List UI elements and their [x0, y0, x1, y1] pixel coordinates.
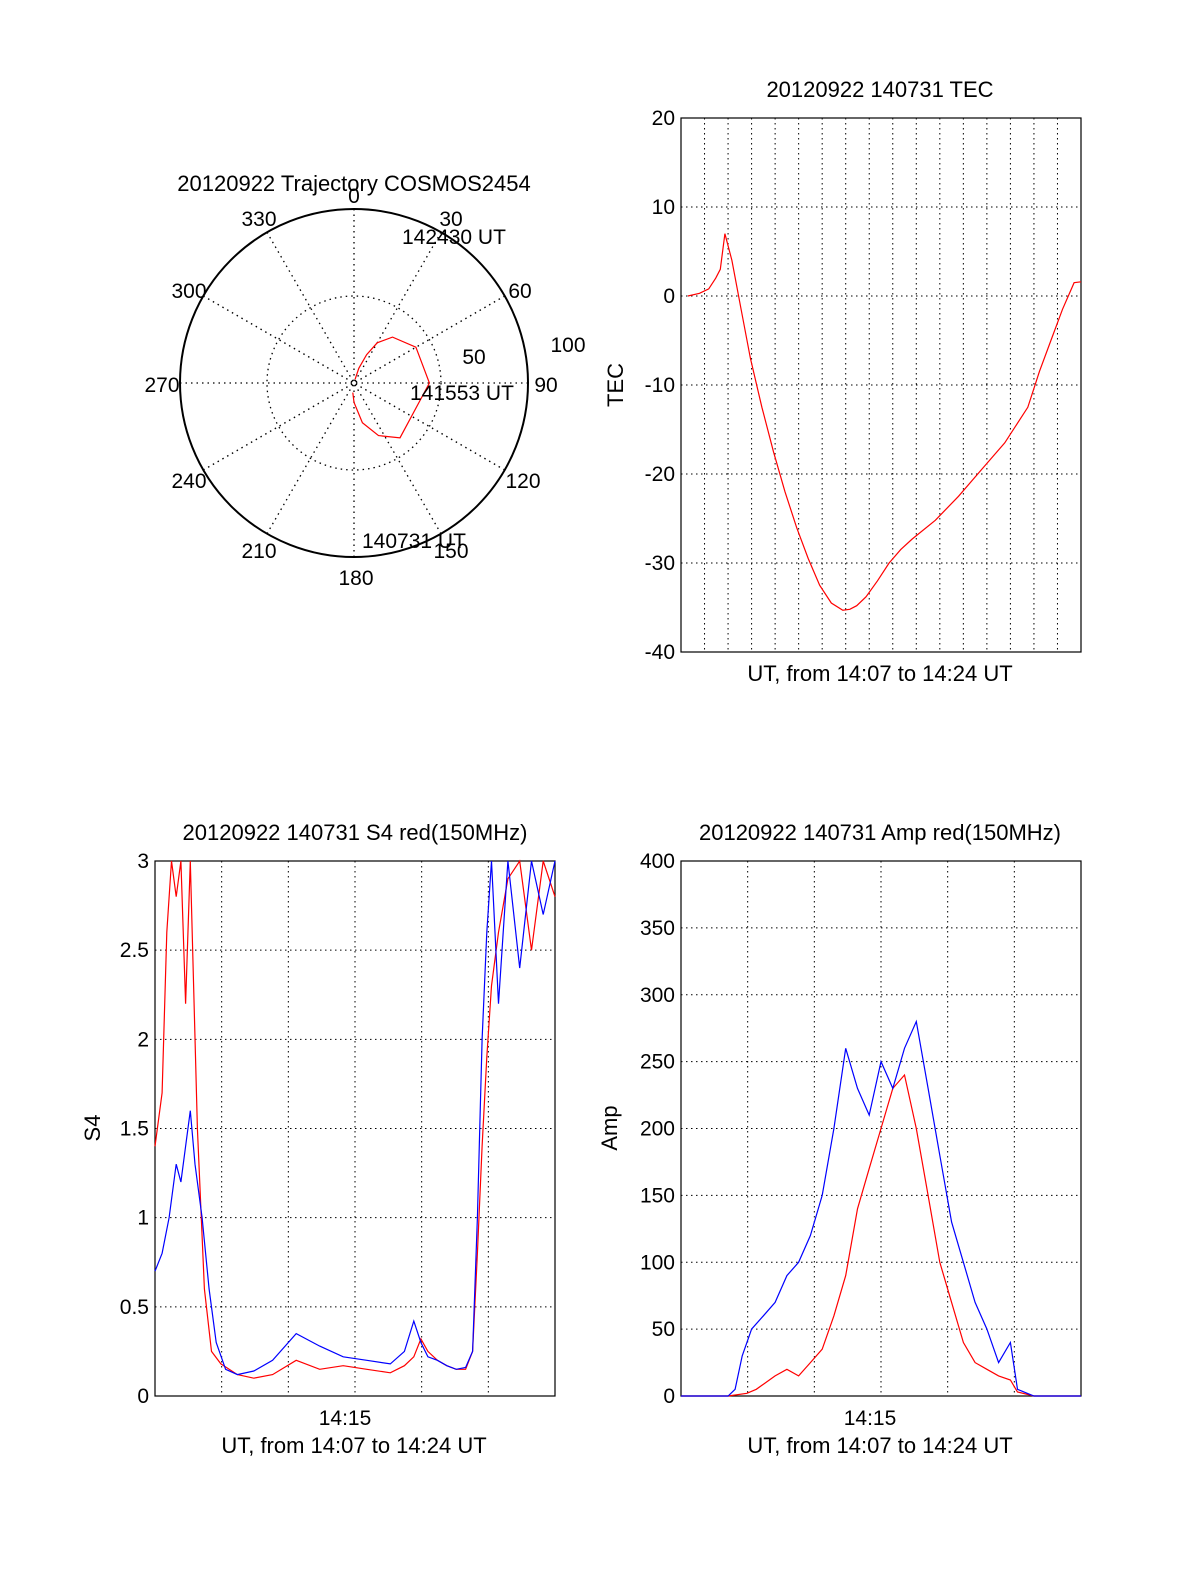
y-tick-label: 1: [137, 1207, 149, 1230]
polar-angle-label: 150: [433, 540, 468, 563]
s4-y-tick-labels: 3 2.5 2 1.5 1 0.5 0: [120, 850, 149, 1408]
y-tick-label: 350: [640, 917, 675, 940]
s4-y-axis-label: S4: [80, 1115, 105, 1142]
amp-y-axis-label: Amp: [597, 1105, 622, 1150]
y-tick-label: 2: [137, 1028, 149, 1051]
polar-outer-circle: [179, 208, 529, 558]
amp-panel: 20120922 140731 Amp red(150MHz) 400 350 30…: [597, 820, 1082, 1458]
y-tick-label: 150: [640, 1184, 675, 1207]
y-tick-label: 0: [663, 285, 675, 308]
polar-grid-circle: [266, 295, 442, 471]
y-tick-label: 300: [640, 984, 675, 1007]
tec-plot-frame: [680, 117, 1082, 653]
y-tick-label: 200: [640, 1118, 675, 1141]
y-tick-label: 0: [663, 1385, 675, 1408]
polar-angle-label: 30: [439, 208, 462, 231]
polar-grid: [180, 209, 528, 557]
tec-title: 20120922 140731 TEC: [766, 77, 993, 102]
y-tick-label: 1.5: [120, 1118, 149, 1141]
y-tick-label: 50: [652, 1318, 675, 1341]
amp-plot-frame: [680, 860, 1082, 1397]
y-tick-label: -20: [645, 463, 675, 486]
polar-angle-label: 240: [171, 470, 206, 493]
y-tick-label: 100: [640, 1251, 675, 1274]
amp-blue-series-line: [681, 1019, 1081, 1397]
y-tick-label: -40: [645, 641, 675, 664]
polar-angle-label: 0: [348, 185, 360, 208]
y-tick-label: 20: [652, 107, 675, 130]
y-tick-label: 0.5: [120, 1296, 149, 1319]
y-tick-label: 400: [640, 850, 675, 873]
s4-red-series-line: [154, 859, 556, 1379]
polar-angle-label: 90: [534, 374, 557, 397]
s4-plot-frame: [154, 860, 556, 1397]
trajectory-line: [352, 336, 431, 439]
trajectory-end-time-label: 142430 UT: [402, 226, 506, 249]
trajectory-start-time-label: 140731 UT: [362, 530, 466, 553]
s4-blue-series-line: [154, 860, 556, 1376]
y-tick-label: -10: [645, 374, 675, 397]
y-tick-label: 0: [137, 1385, 149, 1408]
trajectory-title: 20120922 Trajectory COSMOS2454: [177, 171, 530, 196]
polar-angle-label: 180: [338, 567, 373, 590]
y-tick-label: 250: [640, 1051, 675, 1074]
polar-radius-label-50: 50: [462, 346, 485, 369]
y-tick-label: 10: [652, 196, 675, 219]
s4-grid: [155, 861, 555, 1396]
amp-y-tick-labels: 400 350 300 250 200 150 100 50 0: [640, 850, 675, 1408]
amp-x-axis-label: UT, from 14:07 to 14:24 UT: [747, 1433, 1012, 1458]
y-tick-label: 2.5: [120, 939, 149, 962]
polar-radius-label-100: 100: [550, 334, 585, 357]
amp-x-tick-label: 14:15: [844, 1407, 897, 1430]
s4-x-axis-label: UT, from 14:07 to 14:24 UT: [221, 1433, 486, 1458]
polar-angle-labels: 0 30 60 90 120 150 180 210 240 270 300 330: [144, 185, 557, 590]
polar-angle-label: 210: [241, 540, 276, 563]
y-tick-label: -30: [645, 552, 675, 575]
polar-angle-label: 270: [144, 374, 179, 397]
tec-y-tick-labels: 20 10 0 -10 -20 -30 -40: [645, 107, 675, 664]
y-tick-label: 3: [137, 850, 149, 873]
amp-title: 20120922 140731 Amp red(150MHz): [699, 820, 1061, 845]
polar-angle-label: 330: [241, 208, 276, 231]
tec-panel: 20120922 140731 TEC 20 10 0 -10 -20 -30 -40 TE…: [603, 77, 1082, 686]
s4-x-tick-label: 14:15: [319, 1407, 372, 1430]
trajectory-mid-time-label: 141553 UT: [410, 382, 514, 405]
trajectory-panel: 20120922 Trajectory COSMOS2454 0 30 60 90 12…: [144, 171, 585, 590]
polar-angle-label: 60: [508, 280, 531, 303]
tec-y-axis-label: TEC: [603, 363, 628, 407]
tec-series-line: [687, 233, 1082, 611]
s4-title: 20120922 140731 S4 red(150MHz): [183, 820, 528, 845]
amp-red-series-line: [681, 1073, 1081, 1397]
polar-angle-label: 300: [171, 280, 206, 303]
tec-grid: [681, 118, 1081, 652]
s4-panel: 20120922 140731 S4 red(150MHz) 3 2.5 2 1.5 1…: [80, 820, 556, 1458]
tec-x-axis-label: UT, from 14:07 to 14:24 UT: [747, 661, 1012, 686]
polar-angle-label: 120: [505, 470, 540, 493]
